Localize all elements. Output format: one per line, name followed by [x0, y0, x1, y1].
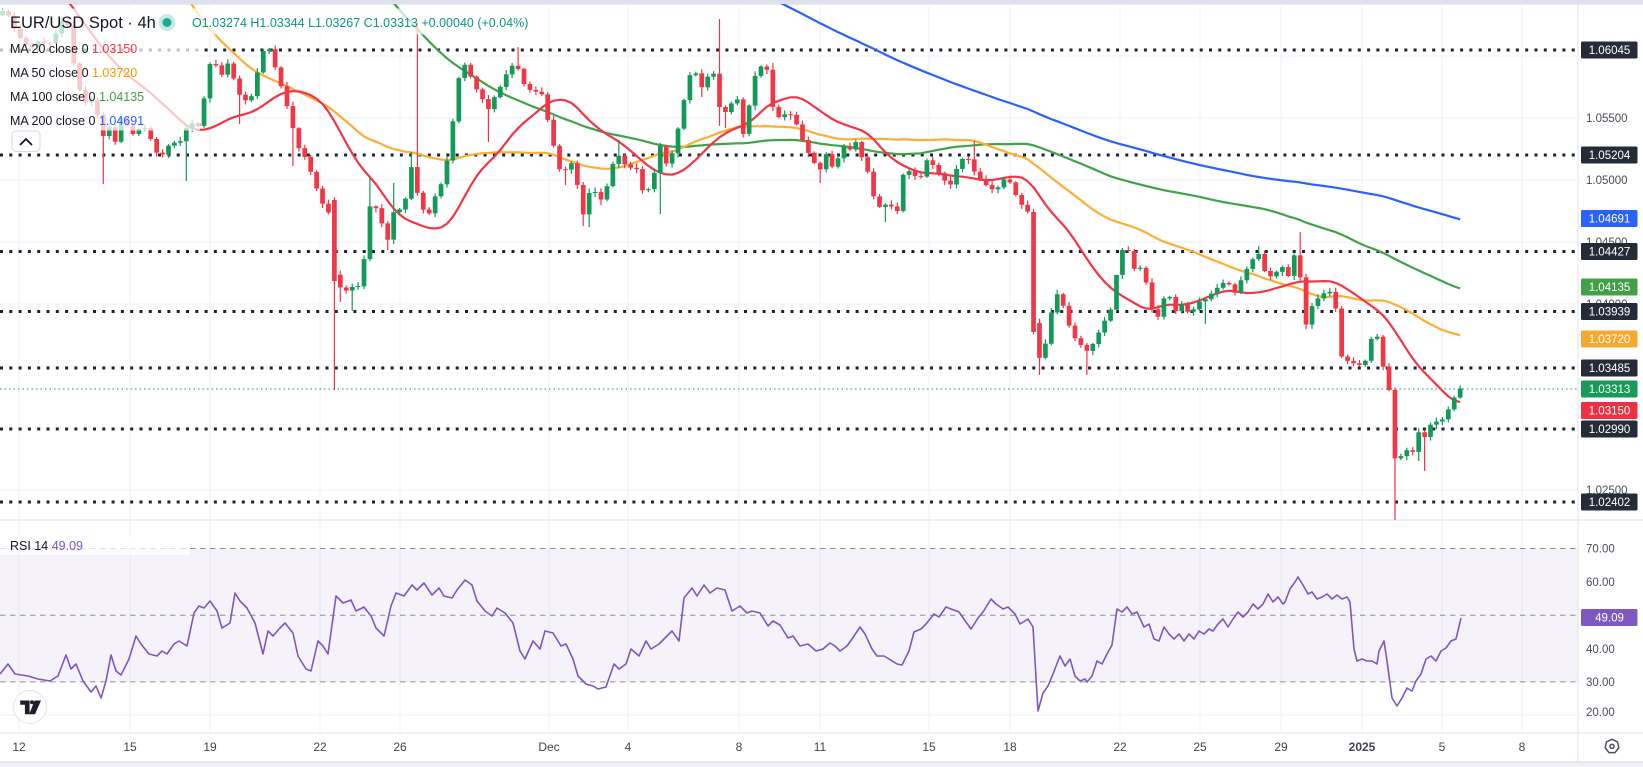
svg-text:MA 100 close 0 1.04135: MA 100 close 0 1.04135 [10, 90, 144, 104]
svg-text:2025: 2025 [1349, 740, 1376, 754]
svg-text:19: 19 [203, 740, 217, 754]
svg-text:1.04691: 1.04691 [1589, 214, 1631, 226]
svg-text:20.00: 20.00 [1586, 707, 1615, 719]
svg-text:1.05000: 1.05000 [1586, 175, 1628, 187]
svg-text:1.05500: 1.05500 [1586, 113, 1628, 125]
svg-text:1.03150: 1.03150 [1589, 406, 1631, 418]
svg-text:18: 18 [1003, 740, 1017, 754]
svg-text:MA 50 close 0 1.03720: MA 50 close 0 1.03720 [10, 66, 137, 80]
svg-text:60.00: 60.00 [1586, 577, 1615, 589]
svg-text:1.03720: 1.03720 [1589, 334, 1631, 346]
svg-text:40.00: 40.00 [1586, 644, 1615, 656]
svg-text:O1.03274 H1.03344 L1.03267 C1.: O1.03274 H1.03344 L1.03267 C1.03313 +0.0… [192, 16, 528, 30]
svg-text:1.04427: 1.04427 [1589, 247, 1631, 259]
svg-text:15: 15 [123, 740, 137, 754]
svg-text:11: 11 [814, 740, 827, 754]
svg-text:1.03939: 1.03939 [1589, 307, 1631, 319]
svg-text:49.09: 49.09 [1595, 613, 1624, 625]
svg-text:1.02402: 1.02402 [1589, 497, 1631, 509]
svg-text:EUR/USD Spot · 4h: EUR/USD Spot · 4h [10, 14, 156, 32]
svg-text:8: 8 [736, 740, 743, 754]
svg-text:MA 200 close 0 1.04691: MA 200 close 0 1.04691 [10, 114, 144, 128]
svg-text:1.03485: 1.03485 [1589, 363, 1631, 375]
svg-text:1.06045: 1.06045 [1589, 45, 1631, 57]
svg-text:22: 22 [313, 740, 327, 754]
svg-text:30.00: 30.00 [1586, 677, 1615, 689]
svg-text:15: 15 [922, 740, 936, 754]
svg-text:4: 4 [625, 740, 632, 754]
svg-text:26: 26 [393, 740, 407, 754]
svg-text:22: 22 [1113, 740, 1127, 754]
svg-text:8: 8 [1519, 740, 1526, 754]
svg-text:RSI 14 49.09: RSI 14 49.09 [10, 539, 83, 553]
svg-text:1.02990: 1.02990 [1589, 424, 1631, 436]
svg-text:1.04135: 1.04135 [1589, 282, 1631, 294]
svg-text:Dec: Dec [538, 740, 559, 754]
svg-text:5: 5 [1439, 740, 1446, 754]
svg-text:12: 12 [12, 740, 26, 754]
svg-text:1.03313: 1.03313 [1589, 384, 1631, 396]
svg-text:29: 29 [1274, 740, 1288, 754]
svg-text:70.00: 70.00 [1586, 544, 1615, 556]
svg-text:MA 20 close 0 1.03150: MA 20 close 0 1.03150 [10, 42, 137, 56]
svg-text:25: 25 [1193, 740, 1207, 754]
svg-text:1.05204: 1.05204 [1589, 150, 1631, 162]
